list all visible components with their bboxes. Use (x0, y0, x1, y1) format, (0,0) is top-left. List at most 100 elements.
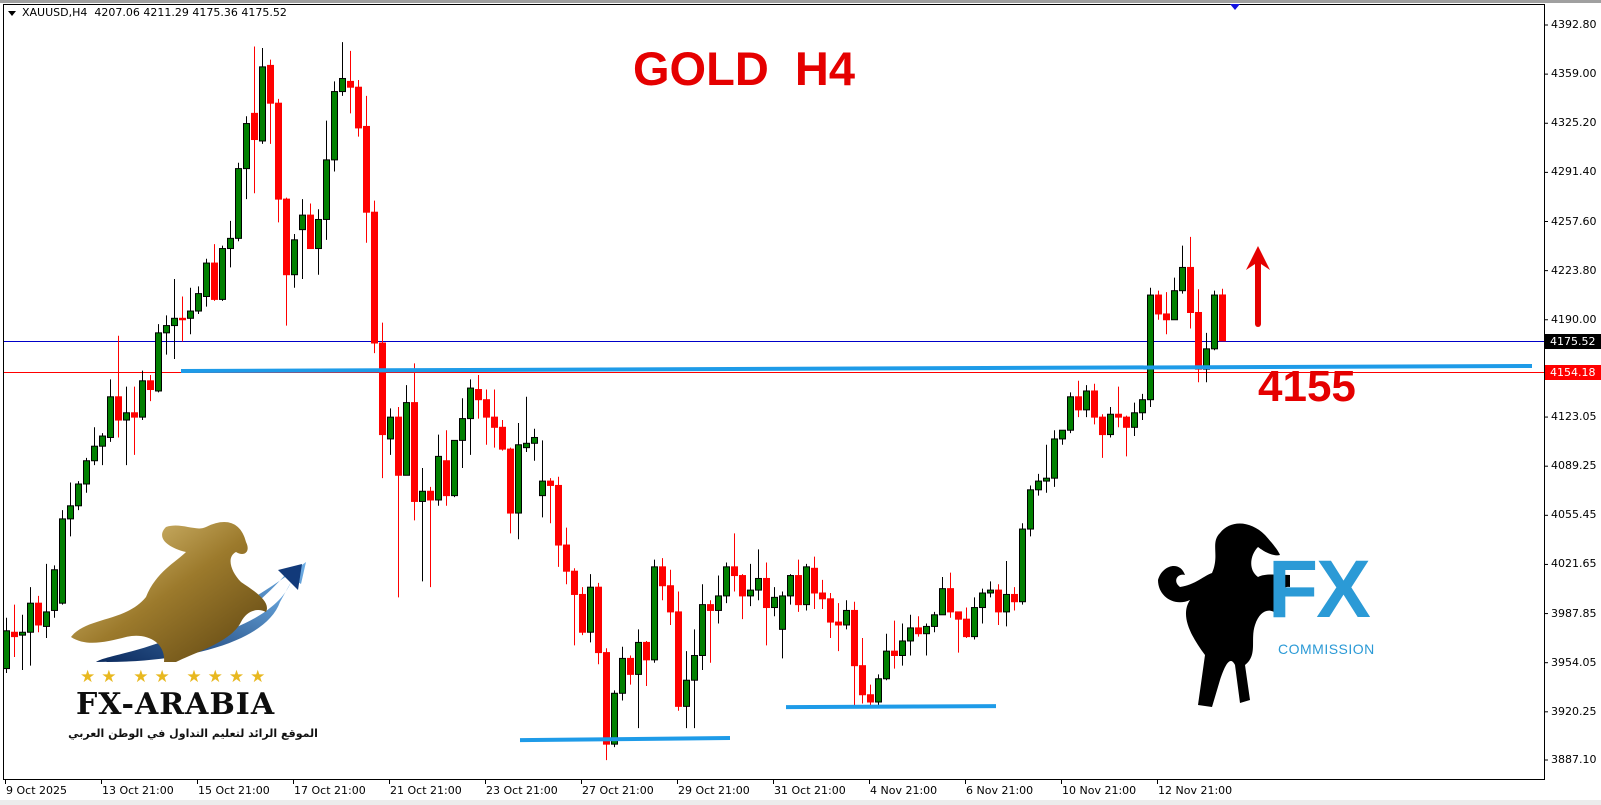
candle-body (955, 611, 962, 620)
candle (19, 614, 26, 671)
support-trendline[interactable] (519, 736, 731, 743)
candle (1075, 380, 1082, 418)
candle-body (163, 325, 170, 334)
candle-body (395, 416, 402, 476)
candle-body (419, 490, 426, 502)
candle-body (107, 396, 114, 438)
candle-body (1083, 390, 1090, 411)
candle (1187, 236, 1194, 329)
candle (787, 574, 794, 605)
candle (459, 398, 466, 469)
candle (51, 565, 58, 618)
candle-body (483, 399, 490, 418)
time-tick-label: 12 Nov 21:00 (1158, 784, 1233, 797)
chart-menu-triangle-icon[interactable] (8, 10, 16, 16)
candle (699, 584, 706, 671)
candle (1107, 406, 1114, 438)
candle-body (707, 604, 714, 611)
candle (875, 674, 882, 707)
candle (947, 572, 954, 618)
candle-body (891, 650, 898, 656)
candle (283, 197, 290, 326)
symbol-timeframe: XAUUSD,H4 (22, 6, 88, 19)
candle-body (915, 627, 922, 635)
candle (483, 389, 490, 445)
candle (827, 593, 834, 639)
candle (1115, 386, 1122, 428)
candle-body (1139, 399, 1146, 414)
candle (931, 611, 938, 633)
candle-body (931, 614, 938, 627)
candle-body (75, 483, 82, 507)
candle (307, 203, 314, 250)
candle (91, 427, 98, 466)
candle-body (379, 342, 386, 436)
support-trendline[interactable] (785, 704, 997, 710)
candle-body (259, 66, 266, 142)
candle (771, 587, 778, 617)
price-tick-label: 4392.80 (1551, 18, 1597, 31)
candle-body (123, 412, 130, 421)
candle-body (251, 112, 258, 141)
candle (339, 42, 346, 96)
time-tick-label: 21 Oct 21:00 (390, 784, 462, 797)
candle (83, 457, 90, 493)
chart-shift-marker-icon[interactable] (1230, 4, 1240, 10)
candle-body (291, 239, 298, 276)
candle (179, 296, 186, 342)
candle (1099, 414, 1106, 458)
candle-body (691, 654, 698, 681)
candle-body (523, 442, 530, 449)
candle (675, 591, 682, 711)
time-tick-label: 31 Oct 21:00 (774, 784, 846, 797)
candle (979, 588, 986, 624)
candle-body (755, 577, 762, 591)
candle (891, 620, 898, 669)
candle-body (1187, 266, 1194, 313)
window-top-border (0, 0, 1601, 3)
candle (539, 440, 546, 518)
candle-body (1123, 416, 1130, 428)
candle-body (339, 77, 346, 93)
candle-body (83, 460, 90, 485)
window-bottom-border (0, 800, 1601, 805)
candle (1003, 561, 1010, 627)
candle-body (603, 652, 610, 745)
candle (275, 98, 282, 223)
candle (659, 558, 666, 601)
price-tick-label: 4257.60 (1551, 214, 1597, 228)
candle-body (435, 455, 442, 501)
support-trendline[interactable] (180, 363, 1533, 374)
price-tick-label: 3954.05 (1551, 655, 1597, 669)
candle-body (1147, 294, 1154, 401)
candle (499, 420, 506, 451)
commission-wordmark: COMMISSION (1278, 641, 1375, 657)
candle (299, 199, 306, 280)
candle-body (243, 123, 250, 170)
candle (355, 79, 362, 137)
candle-body (443, 460, 450, 497)
candle-body (3, 630, 10, 670)
candle-body (307, 214, 314, 250)
candle-body (715, 595, 722, 611)
candle (1083, 385, 1090, 418)
candle-body (1043, 477, 1050, 482)
price-tick-label: 3987.85 (1551, 606, 1597, 620)
candle (451, 439, 458, 498)
candle-body (467, 387, 474, 420)
candle (147, 374, 154, 402)
candle (747, 563, 754, 607)
candle (723, 562, 730, 604)
candle-body (835, 621, 842, 626)
candle-body (595, 586, 602, 654)
candle (155, 324, 162, 393)
candle-body (1051, 438, 1058, 479)
candle-body (979, 592, 986, 609)
candle (75, 481, 82, 511)
candle (195, 286, 202, 314)
candle-body (539, 480, 546, 497)
candle (323, 120, 330, 240)
candle (803, 563, 810, 611)
candle-body (179, 317, 186, 321)
candle-body (563, 544, 570, 572)
